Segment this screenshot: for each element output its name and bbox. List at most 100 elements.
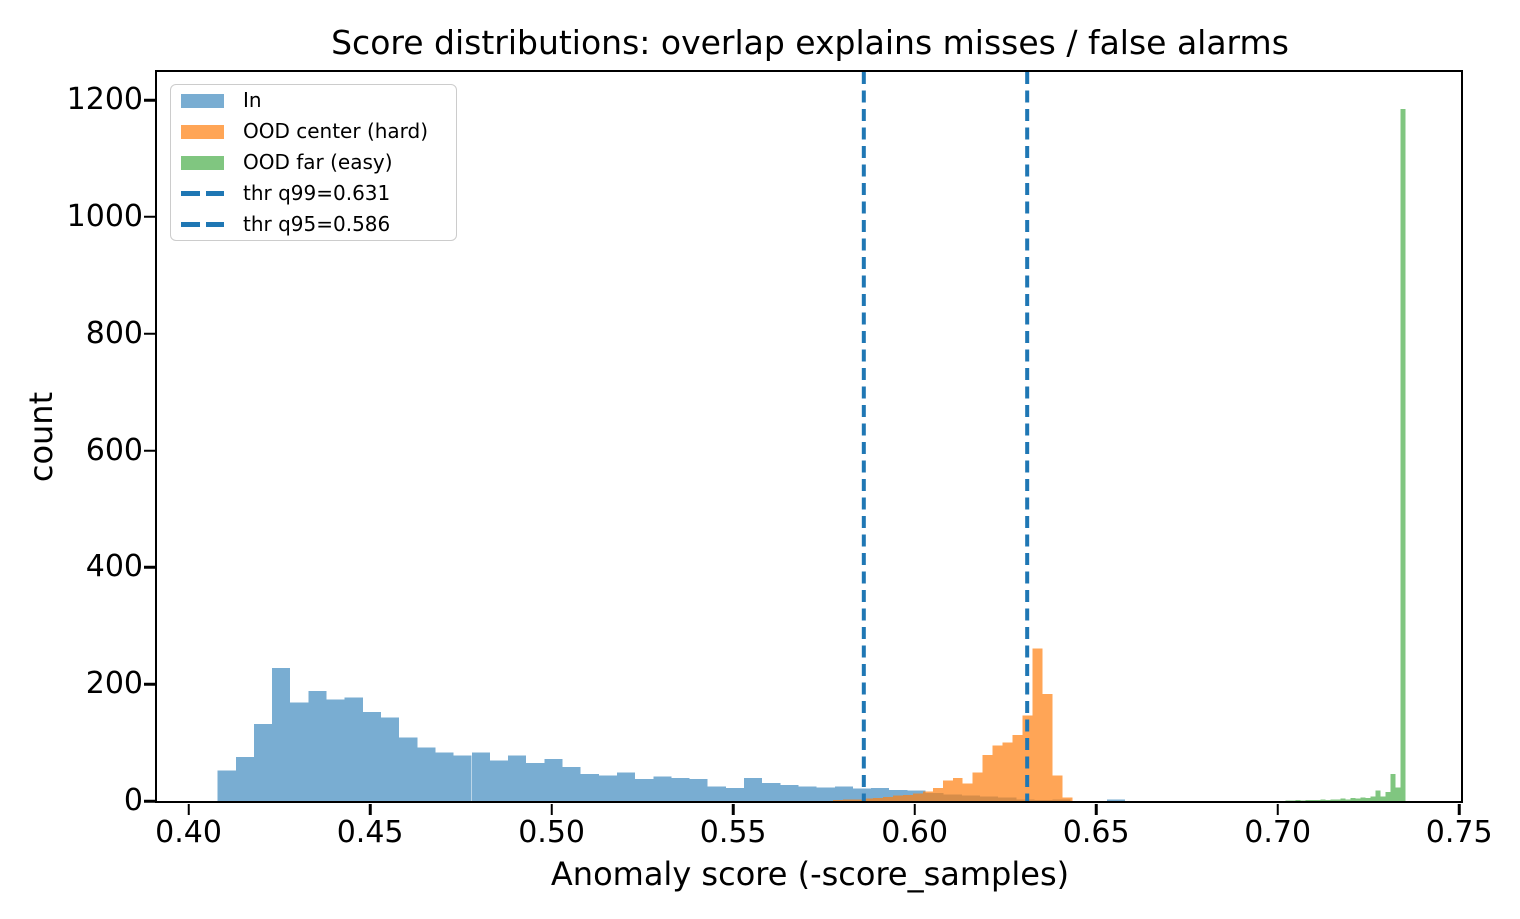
- y-tick-mark: [143, 449, 155, 452]
- hist-bar-ood-center: [912, 792, 923, 801]
- hist-bar-ood-far: [1324, 799, 1330, 801]
- x-tick-label: 0.60: [881, 815, 949, 850]
- hist-bar-in: [434, 752, 454, 801]
- hist-bar-in: [326, 698, 345, 801]
- legend-color-patch: [181, 93, 224, 108]
- hist-bar-in: [507, 754, 526, 801]
- x-tick-label: 0.70: [1244, 815, 1312, 850]
- hist-bar-ood-center: [832, 799, 843, 801]
- hist-bar-ood-center: [872, 797, 883, 801]
- hist-bar-ood-far: [1309, 799, 1315, 801]
- legend-entry: OOD center (hard): [171, 116, 456, 147]
- hist-bar-ood-far: [1339, 798, 1345, 801]
- y-tick-label: 0: [123, 783, 143, 818]
- hist-bar-ood-far: [1390, 773, 1396, 801]
- legend-entry-label: OOD center (hard): [243, 119, 429, 143]
- hist-bar-ood-center: [932, 787, 943, 801]
- hist-bar-ood-center: [972, 771, 983, 801]
- x-tick-label: 0.40: [155, 815, 222, 850]
- legend-dash-segment: [206, 222, 224, 227]
- hist-bar-ood-far: [1349, 797, 1355, 801]
- legend-entry-label: In: [243, 88, 262, 112]
- hist-bar-ood-far: [1379, 795, 1385, 801]
- x-tick-mark: [187, 803, 190, 815]
- hist-bar-in: [743, 777, 762, 801]
- hist-bar-in: [471, 752, 490, 801]
- legend-entry: thr q99=0.631: [171, 178, 456, 209]
- hist-bar-in: [725, 787, 744, 801]
- hist-bar-in: [652, 775, 671, 801]
- x-tick-mark: [368, 803, 372, 815]
- x-tick-mark: [1457, 803, 1461, 815]
- hist-bar-ood-center: [1042, 693, 1053, 801]
- hist-bar-in: [562, 766, 581, 801]
- hist-bar-in: [362, 711, 381, 801]
- hist-bar-in: [761, 782, 780, 801]
- histogram-canvas: [217, 71, 1406, 801]
- x-tick-mark: [1094, 803, 1098, 815]
- legend-dashed-line-sample: [181, 191, 224, 196]
- hist-bar-in: [453, 754, 472, 801]
- legend-dash-segment: [181, 222, 200, 227]
- y-tick-mark: [143, 332, 155, 335]
- hist-bar-in: [834, 785, 853, 801]
- hist-bar-ood-center: [962, 782, 973, 801]
- legend-dash-segment: [181, 191, 200, 196]
- x-axis-label: Anomaly score (-score_samples): [550, 855, 1070, 893]
- hist-bar-in: [616, 771, 635, 801]
- legend-entry-label: thr q95=0.586: [243, 212, 391, 236]
- hist-bar-in: [217, 770, 236, 801]
- hist-bar-in: [398, 736, 417, 801]
- x-tick-mark: [550, 803, 553, 815]
- y-tick-label: 600: [85, 432, 143, 468]
- hist-bar-in: [670, 777, 690, 801]
- y-tick-mark: [143, 799, 155, 803]
- hist-bar-ood-center: [842, 798, 853, 801]
- hist-bar-ood-far: [1354, 798, 1360, 801]
- hist-bar-ood-center: [1032, 648, 1043, 801]
- x-tick-mark: [731, 803, 735, 815]
- legend-color-patch: [181, 155, 224, 170]
- hist-bar-ood-far: [1299, 799, 1305, 801]
- hist-bar-in: [543, 758, 562, 801]
- legend-entry: In: [171, 85, 456, 116]
- y-tick-mark: [143, 215, 155, 219]
- hist-bar-ood-center: [852, 798, 863, 801]
- hist-bar-ood-far: [1395, 787, 1401, 801]
- hist-bar-in: [235, 756, 254, 801]
- legend-entry: OOD far (easy): [171, 147, 456, 178]
- hist-bar-in: [1106, 798, 1125, 801]
- hist-bar-in: [380, 716, 399, 801]
- hist-bar-ood-far: [1364, 797, 1370, 801]
- hist-bar-ood-center: [992, 745, 1003, 801]
- hist-bar-in: [344, 697, 363, 801]
- hist-bar-in: [580, 773, 599, 801]
- hist-bar-in: [707, 785, 726, 801]
- hist-bar-ood-center: [902, 794, 913, 801]
- hist-bar-ood-far: [1304, 799, 1310, 801]
- hist-bar-in: [271, 667, 290, 801]
- hist-bar-ood-center: [1052, 774, 1063, 801]
- hist-bar-in: [525, 762, 544, 801]
- y-tick-label: 1200: [66, 82, 143, 118]
- hist-bar-ood-center: [882, 796, 893, 801]
- x-tick-mark: [1276, 803, 1279, 815]
- hist-bar-ood-center: [892, 795, 903, 801]
- hist-bar-in: [779, 784, 798, 801]
- hist-bar-ood-far: [1314, 799, 1320, 801]
- hist-bar-ood-center: [1012, 734, 1023, 801]
- hist-bar-in: [489, 760, 508, 801]
- hist-bar-in: [797, 785, 817, 801]
- hist-bar-ood-center: [1002, 742, 1013, 801]
- y-tick-mark: [143, 98, 155, 102]
- hist-bar-in: [888, 789, 907, 801]
- legend-dashed-line-sample: [181, 222, 224, 227]
- legend-color-patch: [181, 124, 224, 139]
- legend-entry: thr q95=0.586: [171, 209, 456, 240]
- hist-bar-ood-far: [1344, 798, 1350, 801]
- hist-bar-ood-far: [1289, 799, 1295, 801]
- hist-bar-in: [598, 774, 617, 801]
- hist-bar-in: [816, 787, 835, 801]
- legend-entry-label: thr q99=0.631: [243, 181, 391, 205]
- y-tick-label: 400: [85, 549, 143, 585]
